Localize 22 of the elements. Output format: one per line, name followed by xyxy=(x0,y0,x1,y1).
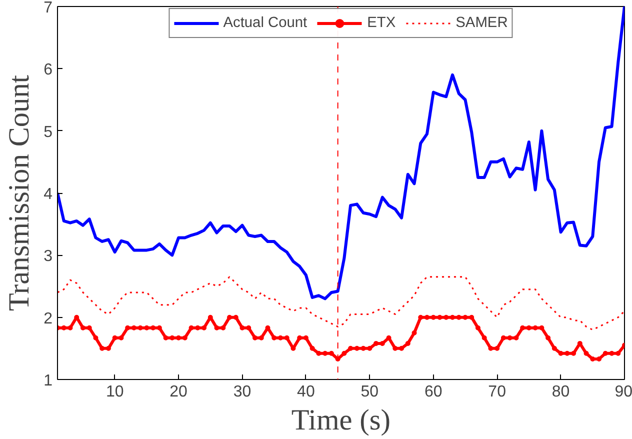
x-tick-label: 70 xyxy=(488,384,506,400)
x-axis-title: Time (s) xyxy=(291,404,391,436)
legend-label: SAMER xyxy=(456,15,508,31)
x-tick-label: 60 xyxy=(424,384,442,400)
y-tick-label: 3 xyxy=(44,248,53,266)
x-tick-label: 40 xyxy=(297,384,315,400)
y-tick-label: 5 xyxy=(44,124,53,141)
x-tick-label: 10 xyxy=(106,384,124,400)
y-tick-label: 1 xyxy=(44,372,53,390)
y-tick-label: 2 xyxy=(44,310,53,328)
y-tick-label: 7 xyxy=(44,0,53,16)
x-tick-label: 80 xyxy=(552,384,570,400)
y-tick-label: 6 xyxy=(44,62,53,79)
x-tick-label: 30 xyxy=(233,384,252,400)
legend-label: ETX xyxy=(367,15,396,31)
x-tick-label: 20 xyxy=(170,384,188,400)
legend-label: Actual Count xyxy=(223,15,308,31)
y-axis-title: Transmission Count xyxy=(4,74,36,312)
y-tick-label: 4 xyxy=(44,186,53,203)
x-tick-label: 50 xyxy=(360,384,379,400)
x-tick-label: 90 xyxy=(614,384,632,400)
line-series xyxy=(58,6,624,300)
